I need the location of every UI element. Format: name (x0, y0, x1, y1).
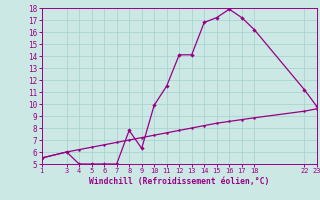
X-axis label: Windchill (Refroidissement éolien,°C): Windchill (Refroidissement éolien,°C) (89, 177, 269, 186)
